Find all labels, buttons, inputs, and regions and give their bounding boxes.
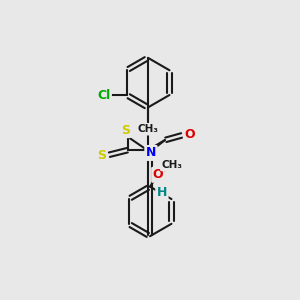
Text: S: S xyxy=(97,149,106,162)
Text: O: O xyxy=(184,128,195,141)
Text: S: S xyxy=(121,124,130,137)
Text: Cl: Cl xyxy=(97,88,110,101)
Text: O: O xyxy=(153,168,163,181)
Text: CH₃: CH₃ xyxy=(137,124,158,134)
Text: H: H xyxy=(157,186,167,199)
Text: N: N xyxy=(146,146,156,160)
Text: CH₃: CH₃ xyxy=(161,160,182,170)
